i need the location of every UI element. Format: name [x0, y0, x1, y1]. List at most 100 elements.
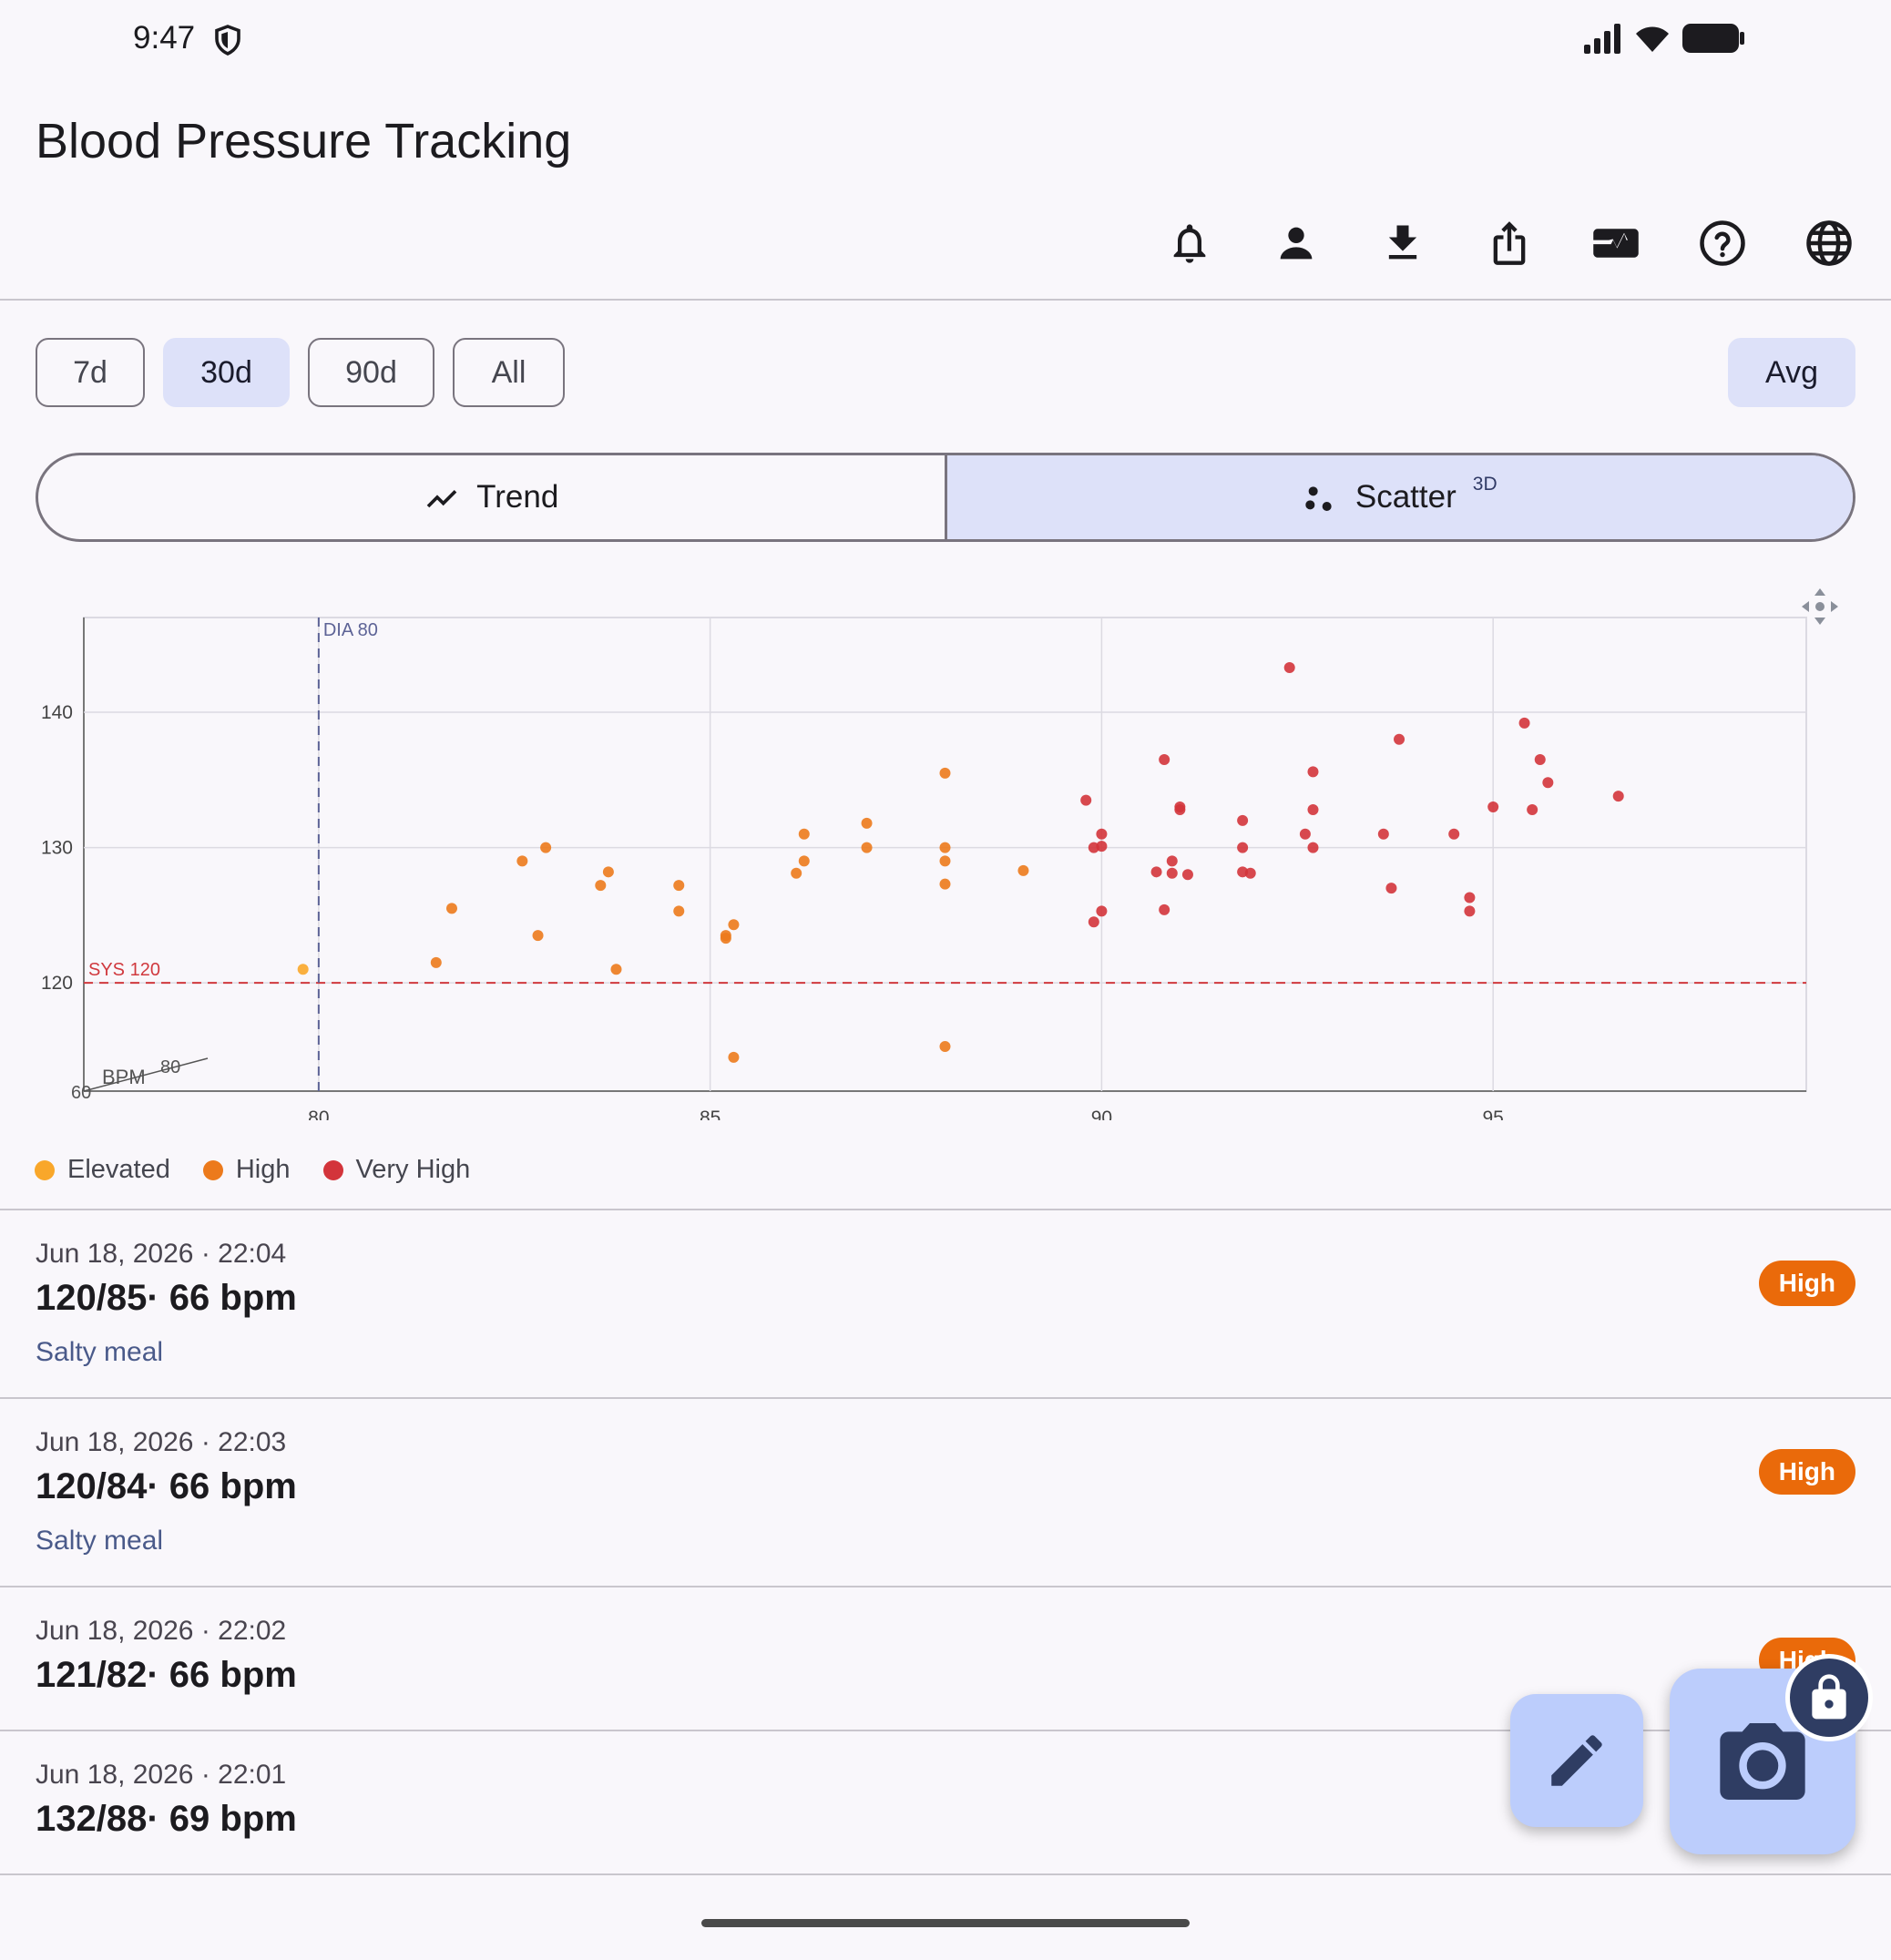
scatter-chart-svg: 80 85 90 95 140 130 120 SYS 120 DIA 80 60 BPM 80	[41, 588, 1838, 1128]
data-point-very-high	[1244, 867, 1256, 879]
data-point-very-high	[1377, 828, 1389, 840]
shield-icon	[215, 25, 240, 56]
lock-icon	[1785, 1654, 1873, 1741]
camera-icon	[1720, 1723, 1805, 1800]
data-point-very-high	[1096, 905, 1108, 917]
data-point-very-high	[1448, 828, 1460, 840]
data-point-very-high	[1096, 828, 1108, 840]
entry-note: Salty meal	[36, 1337, 164, 1367]
tab-scatter-label: Scatter	[1354, 479, 1457, 515]
data-point-very-high	[1385, 883, 1397, 894]
move-icon[interactable]	[1802, 588, 1838, 625]
data-point-high	[1017, 864, 1029, 876]
signal-icon	[1584, 24, 1620, 54]
header-divider	[0, 299, 1891, 301]
data-point-very-high	[1159, 903, 1170, 915]
status-badge: High	[1758, 1449, 1855, 1495]
x-tick-label: 90	[1091, 1108, 1112, 1120]
data-point-very-high	[1166, 855, 1178, 867]
legend-item-elevated: Elevated	[35, 1155, 170, 1185]
bpm-tick-label: 60	[71, 1083, 91, 1103]
data-point-high	[861, 817, 873, 829]
person-icon[interactable]	[1270, 217, 1323, 270]
entry-date: Jun 18, 2026 · 22:04	[36, 1239, 287, 1269]
data-point-high	[798, 828, 810, 840]
share-icon[interactable]	[1483, 217, 1536, 270]
x-tick-label: 95	[1483, 1108, 1504, 1120]
download-icon[interactable]	[1376, 217, 1429, 270]
help-icon[interactable]	[1696, 217, 1749, 270]
bpm-axis-label: BPM	[102, 1066, 146, 1088]
scatter-3d-badge: 3D	[1472, 474, 1497, 495]
data-point-very-high	[1237, 842, 1249, 853]
data-point-high	[595, 880, 607, 892]
data-point-high	[939, 878, 951, 890]
data-point-very-high	[1464, 892, 1476, 903]
data-point-very-high	[1542, 777, 1554, 789]
scatter-icon	[1305, 486, 1332, 511]
battery-icon	[1682, 24, 1744, 53]
entry-date: Jun 18, 2026 · 22:02	[36, 1616, 287, 1646]
list-divider	[0, 1730, 1891, 1731]
data-point-very-high	[1307, 766, 1319, 778]
data-point-very-high	[1283, 661, 1295, 673]
list-item[interactable]: Jun 18, 2026 · 22:03 120/84· 66 bpm Salt…	[0, 1398, 1891, 1586]
data-point-very-high	[1159, 754, 1170, 765]
bell-icon[interactable]	[1163, 217, 1216, 270]
status-bar: 9:47	[0, 0, 1891, 82]
dia-reference-label: DIA 80	[323, 620, 378, 640]
chip-7d[interactable]: 7d	[36, 338, 145, 407]
data-point-high	[445, 903, 457, 914]
data-point-very-high	[1096, 841, 1108, 852]
scatter-chart: 80 85 90 95 140 130 120 SYS 120 DIA 80 60 BPM 80	[0, 574, 1891, 1128]
legend-label-high: High	[235, 1155, 291, 1184]
chip-all[interactable]: All	[453, 338, 565, 407]
data-point-very-high	[1237, 814, 1249, 826]
y-tick-label: 130	[41, 838, 73, 859]
globe-icon[interactable]	[1803, 217, 1855, 270]
chip-30d[interactable]: 30d	[163, 338, 290, 407]
data-point-high	[610, 964, 622, 975]
wifi-icon	[1636, 26, 1669, 52]
data-point-very-high	[1612, 791, 1624, 802]
data-point-high	[728, 919, 740, 931]
data-point-high	[939, 1040, 951, 1052]
status-indicators	[1583, 22, 1745, 55]
data-point-very-high	[1080, 794, 1092, 806]
legend-label-elevated: Elevated	[67, 1155, 170, 1184]
data-point-elevated	[297, 964, 309, 975]
tab-scatter[interactable]: Scatter 3D	[946, 455, 1853, 539]
data-point-high	[602, 866, 614, 878]
plot-area	[83, 617, 1807, 1092]
edit-button[interactable]	[1510, 1694, 1643, 1827]
entry-reading: 120/85· 66 bpm	[36, 1278, 297, 1318]
data-point-high	[673, 880, 685, 892]
legend-dot-very-high	[322, 1159, 343, 1180]
entry-reading: 132/88· 69 bpm	[36, 1799, 297, 1839]
data-point-very-high	[1088, 916, 1099, 928]
entry-note: Salty meal	[36, 1526, 164, 1556]
data-point-high	[861, 842, 873, 853]
trending-up-icon	[426, 490, 457, 508]
tab-trend[interactable]: Trend	[38, 455, 947, 539]
legend-dot-high	[202, 1159, 223, 1180]
data-point-very-high	[1299, 828, 1311, 840]
data-point-very-high	[1174, 803, 1186, 815]
data-point-very-high	[1518, 717, 1530, 729]
tab-trend-label: Trend	[476, 479, 559, 515]
data-point-high	[791, 867, 802, 879]
list-item[interactable]: Jun 18, 2026 · 22:04 120/85· 66 bpm Salt…	[0, 1210, 1891, 1397]
sys-reference-label: SYS 120	[88, 960, 160, 980]
entry-reading: 121/82· 66 bpm	[36, 1655, 297, 1695]
data-point-very-high	[1534, 754, 1546, 765]
chip-90d[interactable]: 90d	[308, 338, 434, 407]
data-point-high	[939, 855, 951, 867]
legend-item-very-high: Very High	[322, 1155, 470, 1185]
monitor-heart-icon[interactable]	[1589, 217, 1642, 270]
chip-avg[interactable]: Avg	[1728, 338, 1855, 407]
data-point-high	[728, 1051, 740, 1063]
list-item[interactable]: Jun 18, 2026 · 22:01 132/88· 69 bpm	[0, 1730, 1891, 1874]
data-point-high	[939, 842, 951, 853]
legend-dot-elevated	[35, 1159, 55, 1180]
y-tick-label: 120	[41, 973, 73, 994]
